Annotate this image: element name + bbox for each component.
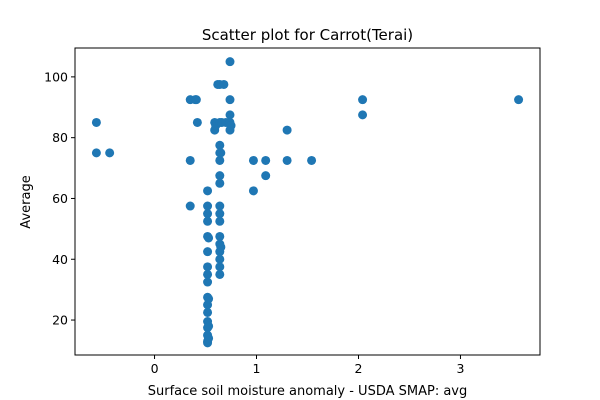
points-layer	[91, 57, 524, 348]
x-tick-label: 1	[253, 361, 261, 376]
data-point	[203, 201, 213, 211]
data-point	[225, 95, 235, 105]
plot-frame	[74, 47, 541, 356]
data-point	[358, 95, 368, 105]
data-point	[514, 95, 524, 105]
data-point	[203, 307, 213, 317]
y-axis-label: Average	[19, 175, 34, 228]
y-axis: 20 40 60 80 100	[44, 69, 75, 328]
data-point	[204, 294, 214, 304]
data-point	[203, 269, 213, 279]
data-point	[307, 155, 317, 165]
data-point	[215, 209, 225, 219]
data-point	[226, 121, 236, 131]
data-point	[215, 155, 225, 165]
data-point	[219, 79, 229, 89]
data-point	[215, 231, 225, 241]
data-point	[358, 110, 368, 120]
y-tick-label: 100	[44, 69, 68, 84]
x-tick-label: 2	[355, 361, 363, 376]
data-point	[203, 209, 213, 219]
data-point	[216, 242, 226, 252]
data-point	[216, 148, 226, 158]
data-point	[203, 277, 213, 287]
data-point	[204, 321, 214, 331]
data-point	[215, 178, 225, 188]
x-axis-label: Surface soil moisture anomaly - USDA SMA…	[148, 384, 468, 399]
data-point	[248, 186, 258, 196]
data-point	[248, 155, 258, 165]
data-point	[105, 148, 115, 158]
data-point	[215, 216, 225, 226]
data-point	[203, 262, 213, 272]
y-tick-label: 20	[52, 313, 68, 328]
data-point	[215, 201, 225, 211]
data-point	[215, 262, 225, 272]
data-point	[192, 117, 202, 127]
data-point	[91, 148, 101, 158]
y-tick-label: 60	[52, 191, 68, 206]
data-point	[215, 140, 225, 150]
x-tick-label: 3	[456, 361, 464, 376]
data-point	[185, 155, 195, 165]
y-tick-label: 80	[52, 130, 68, 145]
data-point	[91, 117, 101, 127]
y-tick-label: 40	[52, 252, 68, 267]
data-point	[204, 233, 214, 243]
data-point	[203, 216, 213, 226]
data-point	[261, 155, 271, 165]
data-point	[215, 254, 225, 264]
data-point	[261, 171, 271, 181]
x-axis: 0 1 2 3	[151, 355, 464, 376]
data-point	[203, 186, 213, 196]
data-point	[203, 247, 213, 257]
x-tick-label: 0	[151, 361, 159, 376]
data-point	[191, 95, 201, 105]
data-point	[204, 333, 214, 343]
data-point	[282, 125, 292, 135]
data-point	[215, 269, 225, 279]
data-point	[225, 57, 235, 67]
data-point	[282, 155, 292, 165]
data-point	[215, 171, 225, 181]
chart-title: Scatter plot for Carrot(Terai)	[202, 26, 413, 44]
data-point	[185, 201, 195, 211]
data-point	[225, 110, 235, 120]
